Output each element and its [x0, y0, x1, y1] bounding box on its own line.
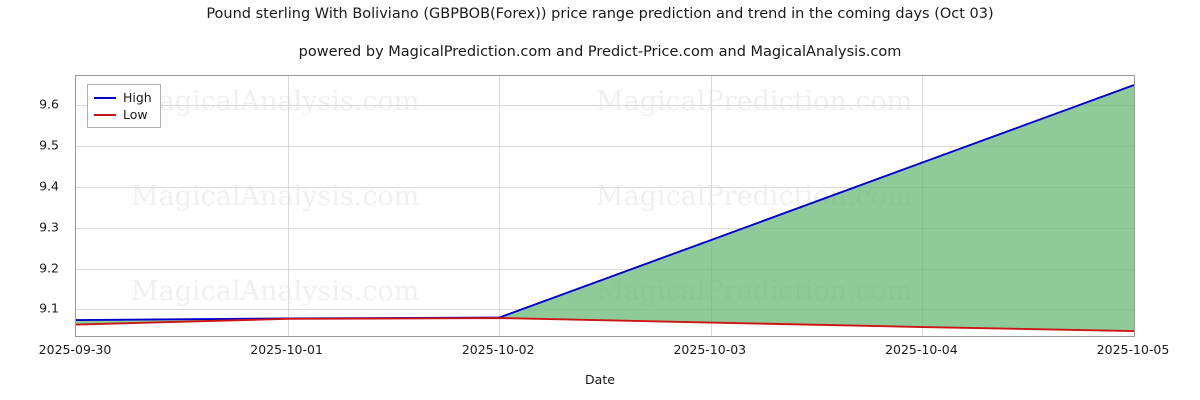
series-layer [76, 84, 1134, 333]
y-gridline [76, 227, 1134, 229]
legend-label-high: High [123, 90, 152, 105]
y-tick-label: 9.4 [39, 178, 59, 194]
y-tickmark [75, 309, 76, 310]
legend-swatch-low [94, 113, 116, 116]
chart-legend: High Low [87, 84, 161, 128]
x-tickmark [288, 336, 289, 337]
plot-area: Price MagicalAnalysis.comMagicalPredicti… [75, 75, 1135, 337]
series-line-low [76, 317, 1134, 333]
x-gridline [287, 76, 289, 336]
x-tick-label: 2025-10-05 [1096, 342, 1170, 357]
legend-item-low: Low [94, 106, 152, 123]
y-tickmark [75, 269, 76, 270]
y-tick-label: 9.5 [39, 137, 59, 153]
x-axis-title: Date [585, 372, 615, 387]
x-gridline [499, 76, 501, 336]
x-tickmark [922, 336, 923, 337]
x-tick-label: 2025-10-04 [885, 342, 958, 357]
y-tickmark [75, 228, 76, 229]
y-tick-label: 9.6 [39, 96, 59, 112]
legend-item-high: High [94, 89, 152, 106]
series-line-high [76, 84, 1134, 322]
x-tickmark [76, 336, 77, 337]
y-tick-label: 9.3 [39, 219, 59, 235]
y-gridline [76, 187, 1134, 189]
range-band [76, 84, 1134, 332]
y-tickmark [75, 187, 76, 188]
y-gridline [76, 268, 1134, 270]
x-tickmark [499, 336, 500, 337]
y-gridline [76, 105, 1134, 107]
legend-swatch-high [94, 96, 116, 99]
y-tick-label: 9.2 [39, 260, 59, 276]
legend-label-low: Low [123, 107, 148, 122]
x-gridline [710, 76, 712, 336]
chart-subtitle: powered by MagicalPrediction.com and Pre… [298, 44, 902, 60]
y-tickmark [75, 146, 76, 147]
y-tick-label: 9.1 [39, 300, 59, 316]
x-tick-label: 2025-09-30 [38, 342, 112, 357]
y-gridline [76, 146, 1134, 148]
x-tickmark [711, 336, 712, 337]
x-tick-label: 2025-10-02 [461, 342, 535, 357]
y-tickmark [75, 105, 76, 106]
x-tickmark [1133, 336, 1134, 337]
x-tick-label: 2025-10-03 [673, 342, 747, 357]
chart-title: Pound sterling With Boliviano (GBPBOB(Fo… [206, 6, 994, 22]
x-tick-label: 2025-10-01 [250, 342, 323, 357]
